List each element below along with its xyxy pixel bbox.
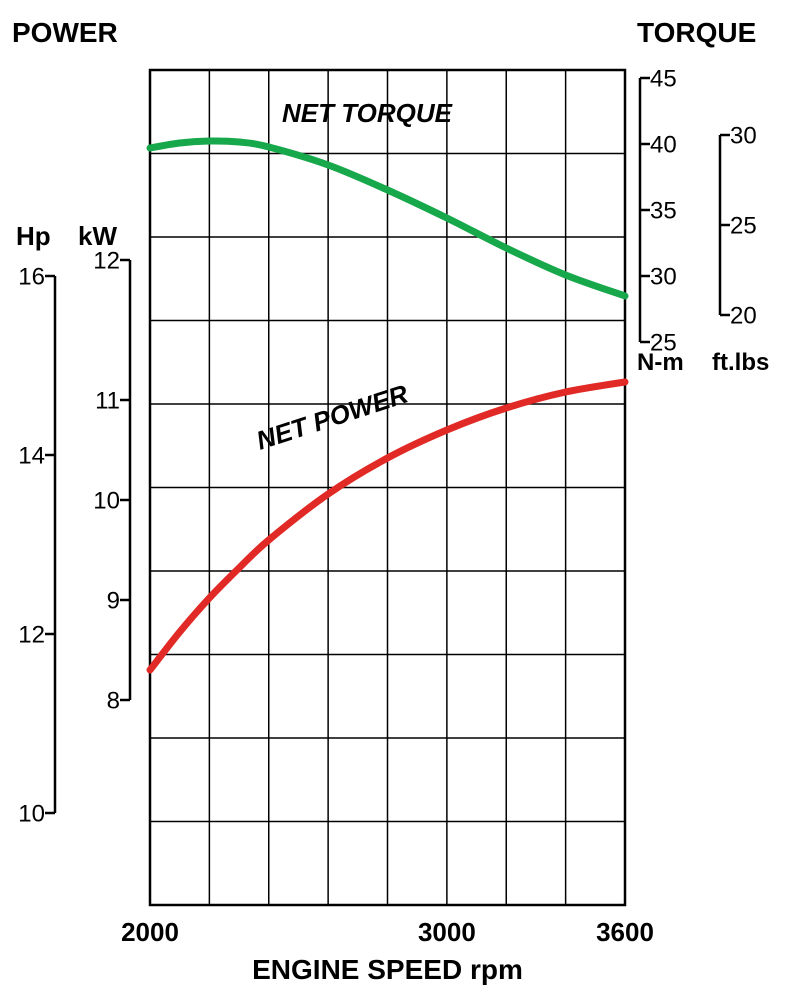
torque-title: TORQUE	[637, 17, 756, 48]
x-tick-label: 3600	[596, 917, 654, 947]
scale-tick-label: 25	[730, 212, 757, 239]
kw-title: kW	[78, 221, 117, 251]
scale-tick-label: 40	[650, 131, 677, 158]
scale-tick-label: 10	[18, 800, 45, 827]
scale-tick-label: 11	[95, 387, 120, 414]
power-title: POWER	[12, 17, 118, 48]
x-axis-label: ENGINE SPEED rpm	[252, 954, 523, 985]
scale-tick-label: 10	[93, 487, 120, 514]
nm-title: N-m	[637, 349, 684, 376]
scale-tick-label: 14	[18, 442, 45, 469]
scale-tick-label: 45	[650, 65, 677, 92]
torque-curve-label: NET TORQUE	[282, 98, 453, 128]
scale-tick-label: 35	[650, 197, 677, 224]
x-tick-label: 2000	[121, 917, 179, 947]
hp-title: Hp	[16, 221, 51, 251]
scale-tick-label: 30	[730, 122, 757, 149]
x-tick-label: 3000	[418, 917, 476, 947]
scale-tick-label: 30	[650, 263, 677, 290]
engine-chart: 16141210 12111098 4540353025 302520 2000…	[0, 0, 800, 987]
scale-tick-label: 9	[107, 587, 120, 614]
ftlbs-title: ft.lbs	[712, 349, 769, 376]
scale-tick-label: 20	[730, 302, 757, 329]
scale-tick-label: 12	[93, 247, 120, 274]
chart-background	[0, 0, 800, 987]
scale-tick-label: 16	[18, 263, 45, 290]
scale-tick-label: 8	[107, 687, 120, 714]
scale-tick-label: 12	[18, 621, 45, 648]
